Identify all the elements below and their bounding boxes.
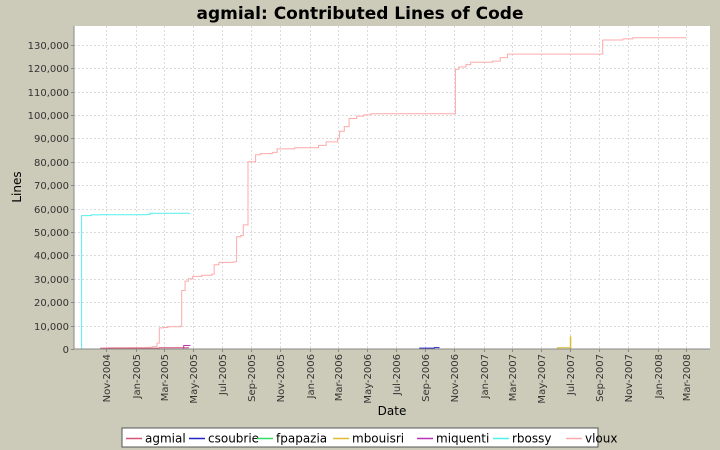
x-tick-label: Mar-2006 xyxy=(334,354,345,401)
x-tick-label: Sep-2005 xyxy=(247,354,258,402)
x-tick-label: Jan-2005 xyxy=(132,354,143,399)
x-tick-label: Nov-2007 xyxy=(624,354,635,402)
x-tick-label: Mar-2005 xyxy=(160,354,171,401)
legend-label-rbossy: rbossy xyxy=(512,432,552,446)
legend-label-csoubrie: csoubrie xyxy=(208,432,259,446)
x-tick-label: Nov-2005 xyxy=(276,354,287,402)
x-tick-label: Sep-2007 xyxy=(595,354,606,402)
y-tick-label: 30,000 xyxy=(34,275,69,286)
x-tick-label: Jan-2008 xyxy=(654,354,665,399)
x-tick-label: Jul-2007 xyxy=(566,354,577,396)
y-tick-label: 0 xyxy=(63,345,69,356)
y-tick-label: 50,000 xyxy=(34,228,69,239)
series-line-vloux xyxy=(84,37,687,350)
x-axis-ticks: Nov-2004 Jan-2005 Mar-2005 May-2005 Jul-2005… xyxy=(102,349,693,404)
x-tick-label: May-2006 xyxy=(363,354,374,404)
legend-label-fpapazia: fpapazia xyxy=(276,432,327,446)
x-tick-label: Mar-2007 xyxy=(508,354,519,401)
legend-box xyxy=(121,427,599,448)
grid-lines xyxy=(74,26,710,349)
x-tick-label: Sep-2006 xyxy=(421,354,432,402)
y-tick-label: 10,000 xyxy=(34,322,69,333)
y-tick-label: 70,000 xyxy=(34,181,69,192)
x-tick-label: Jan-2006 xyxy=(306,354,317,399)
y-tick-label: 20,000 xyxy=(34,298,69,309)
legend: agmial csoubrie fpapazia mbouisri miquenti rb… xyxy=(121,427,617,448)
x-tick-label: Nov-2004 xyxy=(102,354,113,402)
x-tick-label: Nov-2006 xyxy=(450,354,461,402)
legend-label-agmial: agmial xyxy=(145,432,186,446)
plot-area xyxy=(74,26,710,349)
x-axis-label: Date xyxy=(378,404,407,418)
y-tick-label: 40,000 xyxy=(34,251,69,262)
y-tick-label: 110,000 xyxy=(28,88,69,99)
y-tick-label: 80,000 xyxy=(34,158,69,169)
y-tick-label: 100,000 xyxy=(28,111,69,122)
y-tick-label: 90,000 xyxy=(34,134,69,145)
chart-title: agmial: Contributed Lines of Code xyxy=(197,4,524,24)
legend-label-vloux: vloux xyxy=(585,432,617,446)
legend-label-miquenti: miquenti xyxy=(436,432,489,446)
y-tick-label: 60,000 xyxy=(34,205,69,216)
y-axis-label: Lines xyxy=(10,171,24,202)
x-tick-label: Jan-2007 xyxy=(480,354,491,399)
x-tick-label: May-2005 xyxy=(189,354,200,404)
x-tick-label: Jul-2005 xyxy=(218,354,229,396)
legend-label-mbouisri: mbouisri xyxy=(352,432,404,446)
y-tick-label: 130,000 xyxy=(28,41,69,52)
x-tick-label: Jul-2006 xyxy=(392,354,403,396)
series-line-rbossy xyxy=(81,212,190,350)
x-tick-label: Mar-2008 xyxy=(682,354,693,401)
x-tick-label: May-2007 xyxy=(537,354,548,404)
y-axis-ticks: 0 10,000 20,000 30,000 40,000 50,000 60,000 70,… xyxy=(28,41,74,356)
y-tick-label: 120,000 xyxy=(28,64,69,75)
